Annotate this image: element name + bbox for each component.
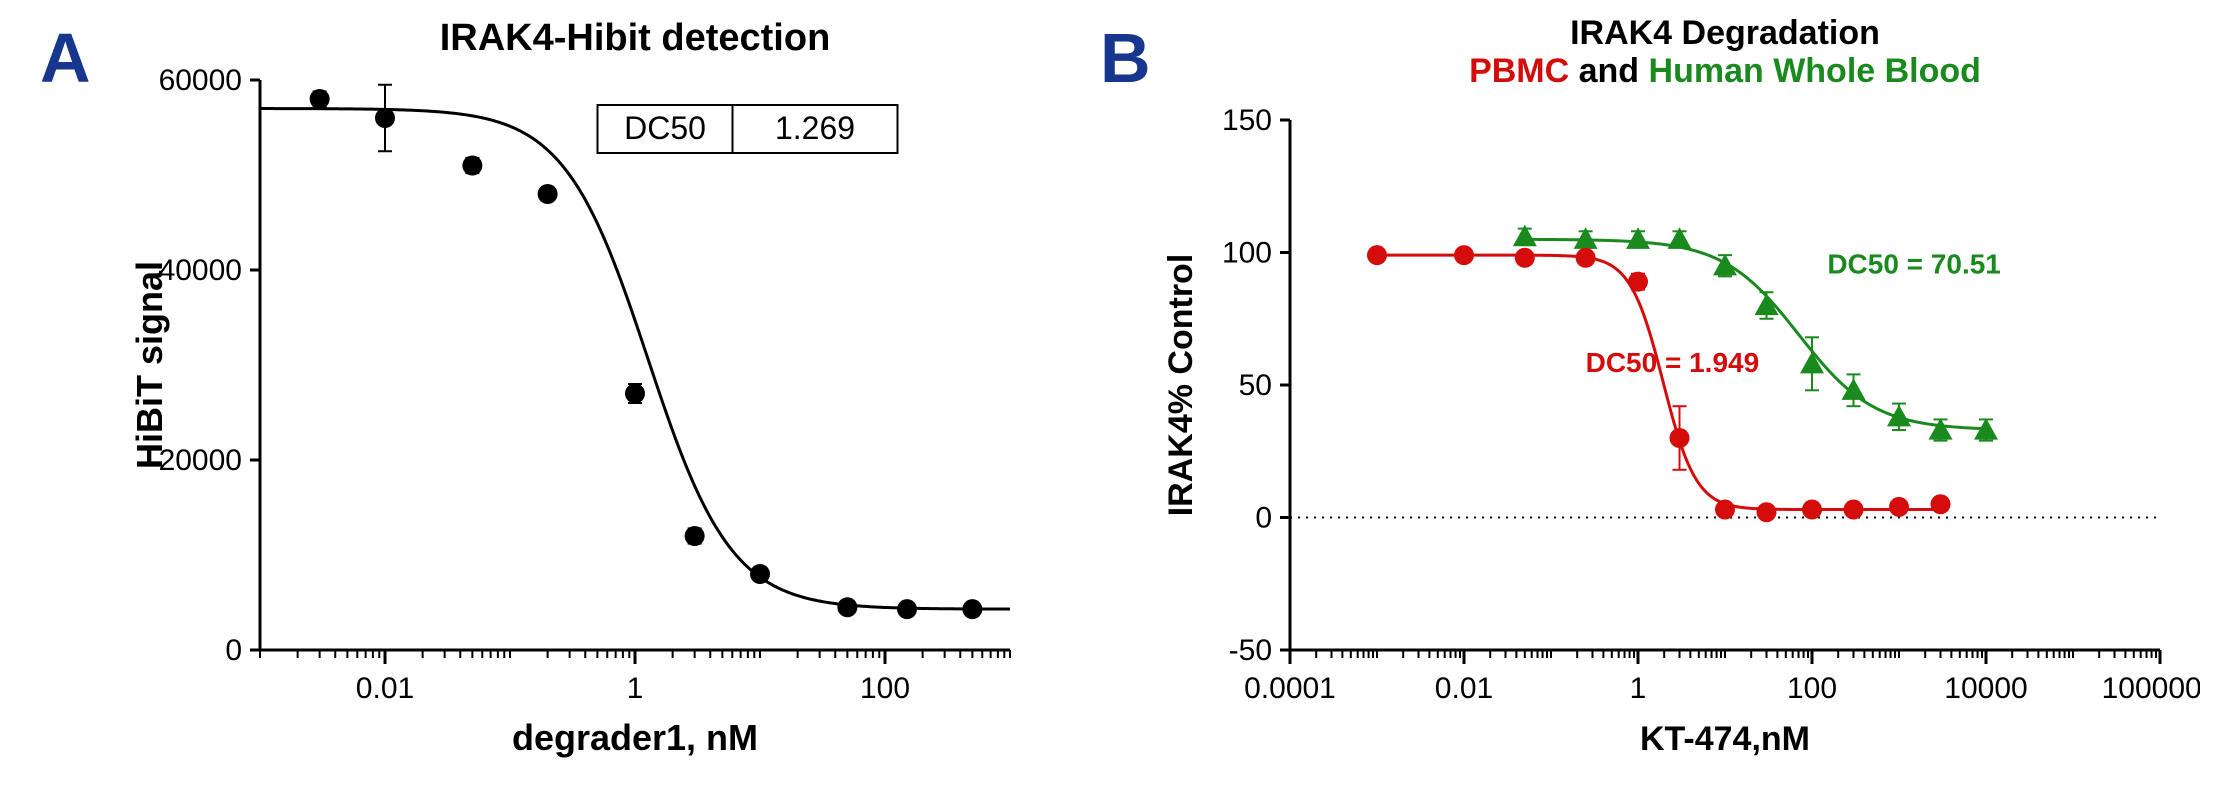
chart-a-point (897, 599, 917, 619)
chart-b-xtick: 10000 (1944, 672, 2027, 705)
chart-a-xtick: 1 (627, 672, 644, 705)
chart-b: IRAK4 DegradationPBMC and Human Whole Bl… (1160, 10, 2200, 770)
chart-b-ytick: 150 (1222, 104, 1272, 137)
chart-b-subtitle: PBMC and Human Whole Blood (1469, 52, 1981, 90)
chart-a-point (462, 156, 482, 176)
chart-b-point (1670, 428, 1690, 448)
chart-b-point (1513, 225, 1537, 247)
chart-a-ylabel: HiBiT signal (130, 261, 170, 469)
chart-b-point (1757, 502, 1777, 522)
chart-a-point (625, 384, 645, 404)
panel-label-a: A (40, 18, 91, 98)
chart-b-point (1515, 248, 1535, 268)
chart-a-curve (260, 109, 1010, 610)
chart-a-point (685, 526, 705, 546)
chart-b-xtick: 100 (1787, 672, 1837, 705)
chart-b-ytick: 0 (1255, 502, 1272, 535)
chart-a-point (375, 108, 395, 128)
chart-b-ytick: 100 (1222, 237, 1272, 270)
chart-b-anno-hwb: DC50 = 70.51 (1827, 249, 2001, 280)
chart-a-ytick: 60000 (159, 64, 242, 97)
chart-a-inset-label: DC50 (624, 110, 706, 146)
chart-a-inset-value: 1.269 (775, 110, 855, 146)
chart-b-point (1929, 418, 1953, 440)
chart-a-ytick: 40000 (159, 254, 242, 287)
chart-b-point (1844, 500, 1864, 520)
chart-b-point (1802, 500, 1822, 520)
chart-b-title: IRAK4 Degradation (1570, 14, 1880, 52)
chart-b-xtick: 0.01 (1435, 672, 1493, 705)
chart-a-point (837, 597, 857, 617)
chart-b-point (1628, 272, 1648, 292)
chart-b-point (1668, 227, 1692, 249)
chart-a-point (750, 564, 770, 584)
chart-a-point (310, 89, 330, 109)
chart-b-xtick: 1000000 (2102, 672, 2200, 705)
chart-a-title: IRAK4-Hibit detection (440, 17, 831, 59)
chart-b-point (1576, 248, 1596, 268)
chart-a-xtick: 0.01 (356, 672, 414, 705)
chart-b-point (1889, 497, 1909, 517)
chart-b-curve (1377, 255, 1941, 509)
chart-b-anno-pbmc: DC50 = 1.949 (1586, 347, 1760, 378)
chart-b-xtick: 1 (1630, 672, 1647, 705)
chart-b-point (1842, 378, 1866, 400)
chart-b-point (1715, 500, 1735, 520)
chart-b-xtick: 0.0001 (1244, 672, 1336, 705)
panel-label-b: B (1100, 18, 1151, 98)
chart-b-point (1574, 227, 1598, 249)
chart-a: IRAK4-Hibit detection 0 20000 40000 60000 0.0… (130, 10, 1050, 770)
chart-a-point (538, 184, 558, 204)
chart-b-point (1454, 245, 1474, 265)
chart-b-point (1626, 227, 1650, 249)
chart-b-xlabel: KT-474,nM (1640, 720, 1810, 758)
chart-a-xlabel: degrader1, nM (512, 717, 758, 758)
chart-b-ytick: 50 (1239, 369, 1272, 402)
chart-a-ytick: 0 (225, 634, 242, 667)
chart-b-point (1367, 245, 1387, 265)
chart-b-point (1931, 494, 1951, 514)
chart-a-point (962, 599, 982, 619)
chart-a-ytick: 20000 (159, 444, 242, 477)
chart-b-point (1713, 254, 1737, 276)
chart-b-ylabel: IRAK4% Control (1162, 254, 1200, 517)
chart-a-xtick: 100 (860, 672, 910, 705)
chart-b-ytick: -50 (1229, 634, 1272, 667)
